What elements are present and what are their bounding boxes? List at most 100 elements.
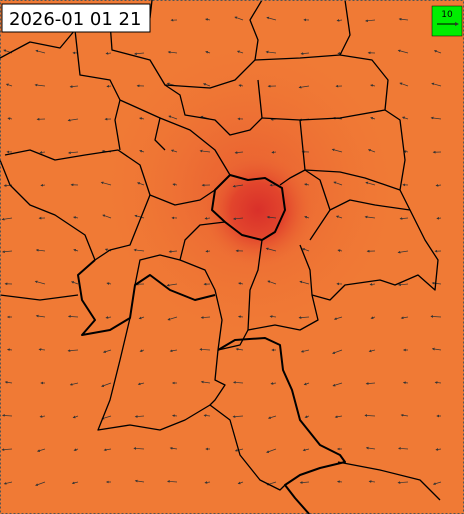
- wind-arrow: [431, 82, 442, 87]
- wind-arrow: [102, 214, 112, 219]
- wind-arrow: [105, 316, 112, 319]
- wind-arrow: [72, 415, 79, 419]
- wind-arrow: [139, 117, 145, 120]
- wind-arrow: [238, 84, 244, 87]
- wind-arrow: [370, 316, 376, 319]
- wind-arrow: [304, 215, 310, 219]
- boundary: [164, 79, 263, 136]
- wind-arrow: [172, 183, 178, 186]
- wind-arrow: [398, 283, 409, 287]
- wind-arrow: [166, 480, 178, 483]
- boundary: [94, 194, 151, 261]
- wind-arrow: [167, 316, 178, 321]
- border: [217, 337, 346, 514]
- wind-arrow: [368, 480, 376, 483]
- wind-arrow: [138, 316, 145, 320]
- wind-arrow: [34, 280, 46, 285]
- legend-box: [431, 5, 463, 37]
- boundary: [179, 259, 249, 351]
- wind-arrow: [266, 215, 277, 219]
- boundary: [261, 109, 386, 121]
- wind-arrow: [38, 348, 46, 351]
- wind-arrow: [232, 381, 244, 384]
- wind-arrow: [266, 448, 277, 453]
- wind-arrow: [365, 181, 376, 186]
- wind-arrow: [7, 348, 13, 352]
- wind-arrow: [133, 447, 145, 450]
- wind-arrow: [102, 349, 112, 353]
- wind-arrow: [133, 248, 145, 252]
- wind-arrow: [170, 149, 178, 153]
- wind-arrow: [332, 349, 343, 354]
- wind-arrow: [2, 414, 13, 417]
- wind-arrow: [139, 349, 145, 352]
- wind-arrow: [399, 82, 409, 87]
- wind-arrow: [400, 316, 409, 320]
- wind-arrow: [401, 116, 409, 120]
- wind-arrow: [269, 315, 277, 318]
- wind-arrow: [430, 315, 442, 318]
- wind-arrow: [367, 149, 376, 153]
- boundary: [279, 119, 306, 186]
- wind-arrow: [403, 150, 409, 153]
- timestamp: 2026-01 01 21: [9, 9, 141, 30]
- wind-arrow: [334, 415, 343, 419]
- wind-arrow: [369, 282, 376, 286]
- wind-arrow: [167, 50, 178, 54]
- wind-arrow: [205, 18, 211, 21]
- wind-arrow: [333, 316, 343, 320]
- boundary: [304, 169, 331, 241]
- wind-arrow: [298, 85, 310, 89]
- wind-arrow: [398, 17, 409, 21]
- wind-arrow: [365, 446, 376, 450]
- wind-arrow: [100, 181, 112, 186]
- wind-arrow: [67, 349, 79, 353]
- city-boundary: [211, 174, 286, 241]
- wind-arrow: [238, 282, 244, 285]
- wind-arrow: [137, 382, 145, 386]
- wind-arrow: [34, 83, 46, 87]
- wind-arrow: [234, 151, 244, 154]
- wind-arrow: [303, 382, 310, 386]
- wind-arrow: [4, 380, 13, 384]
- wind-arrow: [205, 249, 211, 253]
- wind-arrow: [67, 118, 79, 122]
- wind-arrow: [397, 447, 409, 450]
- wind-arrow: [234, 448, 244, 452]
- wind-arrow: [433, 50, 442, 54]
- wind-arrow: [397, 49, 409, 54]
- wind-arrow: [134, 214, 145, 219]
- wind-arrow: [69, 382, 79, 386]
- wind-arrow: [430, 116, 442, 120]
- wind-arrow: [300, 349, 310, 353]
- wind-arrow: [370, 116, 376, 120]
- wind-arrow: [237, 315, 244, 319]
- wind-arrow: [337, 249, 343, 252]
- wind-arrow: [304, 183, 310, 186]
- wind-arrow: [336, 480, 343, 484]
- boundary: [329, 199, 411, 211]
- wind-arrow: [431, 281, 442, 285]
- wind-arrow: [370, 84, 376, 87]
- wind-arrow: [267, 415, 277, 419]
- wind-arrow: [67, 151, 79, 155]
- wind-arrow: [304, 415, 310, 418]
- wind-arrow: [71, 481, 79, 485]
- wind-arrow: [67, 315, 79, 318]
- wind-arrow: [136, 182, 145, 186]
- wind-arrow: [3, 481, 13, 485]
- boundary: [209, 349, 286, 491]
- wind-arrow: [199, 149, 211, 153]
- wind-arrow: [270, 382, 277, 385]
- wind-arrow: [402, 381, 409, 385]
- wind-arrow: [397, 250, 409, 254]
- wind-arrow: [35, 49, 46, 54]
- wind-arrow: [73, 448, 79, 451]
- wind-arrows: [1, 16, 442, 486]
- wind-arrow: [232, 415, 244, 418]
- wind-arrow: [203, 414, 211, 417]
- wind-arrow: [168, 250, 178, 253]
- wind-arrow: [434, 381, 442, 384]
- wind-arrow: [368, 349, 376, 353]
